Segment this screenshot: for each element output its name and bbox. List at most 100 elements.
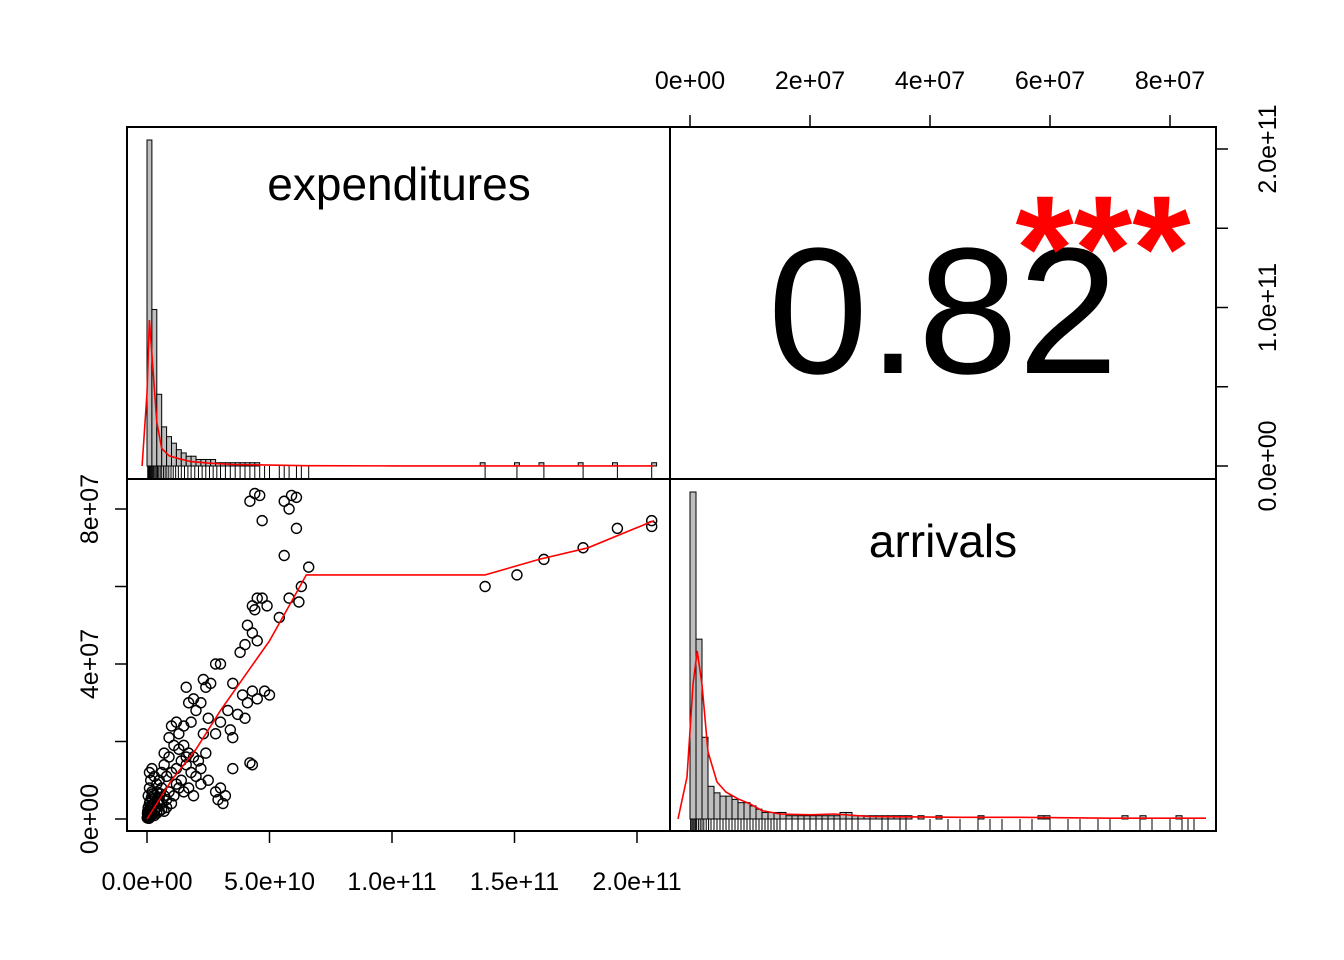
scatter-point (246, 759, 259, 771)
histogram-bar (651, 462, 658, 467)
histogram-bar (827, 815, 835, 820)
scatter-point (251, 635, 263, 647)
histogram-bar (146, 139, 153, 467)
scatter-point (231, 708, 244, 721)
histogram-bar (171, 442, 177, 467)
scatter-point (217, 797, 229, 810)
scatter-point (200, 681, 212, 693)
scatter-point (202, 712, 214, 724)
top-axis-tick-label: 0e+00 (655, 67, 725, 95)
scatter-point (200, 747, 212, 759)
expenditures-rug (147, 466, 653, 479)
scatter-point (263, 689, 276, 701)
scatter-point (143, 766, 156, 779)
scatter-point (295, 580, 308, 593)
histogram-bar (833, 815, 841, 820)
histogram-bar (161, 426, 168, 467)
scatter-point (143, 812, 155, 824)
histogram-bar (725, 795, 733, 820)
scatter-point (227, 677, 239, 690)
scatter-point (224, 724, 237, 736)
scatter-point (146, 788, 159, 800)
scatter-points (141, 487, 658, 824)
scatter-point (234, 646, 246, 659)
scatter-point (227, 731, 239, 744)
scatter-point (209, 658, 222, 670)
histogram-bar (713, 792, 721, 820)
scatter-point (611, 522, 624, 535)
scatter-point (646, 514, 658, 527)
scatter-point (303, 561, 315, 573)
scatter-point (290, 491, 303, 504)
histogram-bar (701, 736, 709, 820)
expenditures-density-line (141, 319, 655, 467)
axes: 0.0e+00 5.0e+10 1.0e+11 1.5e+11 2.0e+11 0e+00… (76, 67, 1282, 896)
bottom-axis-tick-label: 5.0e+10 (224, 868, 315, 896)
scatter-point (170, 778, 183, 790)
scatter-point (214, 716, 227, 728)
scatter-point (202, 774, 214, 786)
right-axis-tick-label: 2.0e+11 (1254, 104, 1282, 193)
scatter-point (173, 728, 185, 740)
histogram-bar (821, 815, 829, 820)
top-axis-tick-label: 2e+07 (775, 67, 845, 95)
histogram-bar (707, 785, 715, 820)
scatter-point (256, 514, 268, 527)
bottom-axis-tick-label: 1.5e+11 (470, 868, 559, 896)
left-axis-tick-label: 0e+00 (76, 784, 104, 854)
scatter-point (165, 720, 178, 732)
scatter-point (158, 747, 170, 759)
scatter-point (261, 600, 273, 612)
bottom-axis-tick-label: 1.0e+11 (347, 868, 436, 896)
histogram-bar (839, 811, 847, 820)
scatter-point (197, 673, 210, 686)
scatter-point (214, 658, 227, 670)
histogram-bar (737, 802, 745, 820)
scatter-point (209, 728, 222, 740)
fitted-lines (141, 319, 1206, 820)
histogram-bar (797, 815, 805, 820)
right-axis-tick-label: 1.0e+11 (1254, 263, 1282, 352)
histogram-bar (166, 436, 173, 467)
histogram-bar (809, 815, 817, 820)
bottom-axis-tick-label: 2.0e+11 (592, 868, 681, 896)
scatter-point (254, 489, 266, 502)
scatter-point (227, 762, 239, 775)
scatter-point (180, 681, 192, 693)
scatter-point (249, 487, 261, 500)
right-axis-tick-label: 0.0e+00 (1254, 420, 1282, 511)
scatter-point (190, 704, 202, 717)
scatter-point (249, 604, 261, 616)
scatter-point (285, 489, 298, 502)
histogram-bar (743, 802, 751, 820)
left-axis-tick-label: 4e+07 (76, 629, 104, 699)
top-axis-tick-label: 6e+07 (1015, 67, 1085, 95)
histogram-bar (815, 815, 823, 820)
left-axis-tick-label: 8e+07 (76, 474, 104, 544)
arrivals-rug (690, 819, 1195, 831)
loess-fit-line (146, 519, 655, 820)
histogram-bar (785, 815, 793, 820)
scatter-point (251, 693, 263, 705)
scatter-point (241, 697, 254, 709)
histogram-bar (719, 795, 727, 820)
histogram-bar (695, 638, 703, 820)
arrivals-label: arrivals (869, 515, 1017, 567)
scatter-point (192, 755, 205, 767)
panel-bottom-right-frame (669, 478, 1217, 832)
scatter-point (244, 757, 256, 769)
scatter-point (290, 522, 303, 535)
scatter-point (278, 549, 290, 562)
scatter-point (152, 795, 164, 808)
scatter-point (158, 805, 170, 817)
top-axis-tick-label: 4e+07 (895, 67, 965, 95)
histogram-bar (791, 815, 799, 820)
scatter-point (144, 774, 157, 786)
histogram-bar (749, 805, 757, 820)
histogram-bar (803, 815, 811, 820)
expenditures-label: expenditures (267, 158, 530, 210)
significance-stars: *** (1015, 164, 1191, 332)
panel-bottom-left-frame (126, 478, 671, 832)
scatter-point (511, 569, 523, 581)
